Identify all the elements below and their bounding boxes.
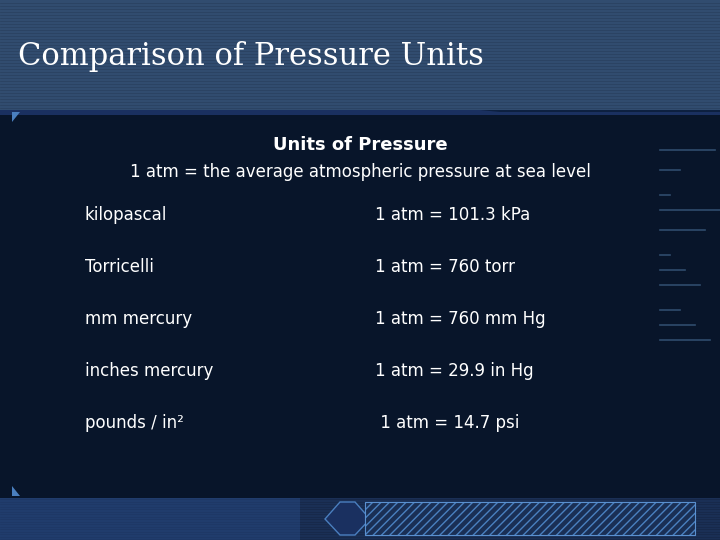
Polygon shape xyxy=(480,110,720,112)
Text: 1 atm = 760 torr: 1 atm = 760 torr xyxy=(375,258,515,276)
Text: Torricelli: Torricelli xyxy=(85,258,154,276)
Text: pounds / in²: pounds / in² xyxy=(85,414,184,432)
Text: 1 atm = 29.9 in Hg: 1 atm = 29.9 in Hg xyxy=(375,362,534,380)
Bar xyxy=(0,110,720,115)
Polygon shape xyxy=(325,502,370,535)
Text: 1 atm = 14.7 psi: 1 atm = 14.7 psi xyxy=(375,414,519,432)
Text: 1 atm = the average atmospheric pressure at sea level: 1 atm = the average atmospheric pressure… xyxy=(130,163,590,181)
Bar xyxy=(0,498,720,540)
Text: kilopascal: kilopascal xyxy=(85,206,167,224)
Text: Comparison of Pressure Units: Comparison of Pressure Units xyxy=(18,40,484,71)
Bar xyxy=(365,502,695,535)
Bar xyxy=(0,0,720,110)
Text: 1 atm = 101.3 kPa: 1 atm = 101.3 kPa xyxy=(375,206,530,224)
Text: Units of Pressure: Units of Pressure xyxy=(273,136,447,154)
Bar xyxy=(0,498,300,540)
Text: 1 atm = 760 mm Hg: 1 atm = 760 mm Hg xyxy=(375,310,546,328)
Text: inches mercury: inches mercury xyxy=(85,362,213,380)
Bar xyxy=(0,0,720,110)
Text: mm mercury: mm mercury xyxy=(85,310,192,328)
Bar xyxy=(365,502,695,535)
Polygon shape xyxy=(12,486,20,496)
Polygon shape xyxy=(12,112,20,122)
